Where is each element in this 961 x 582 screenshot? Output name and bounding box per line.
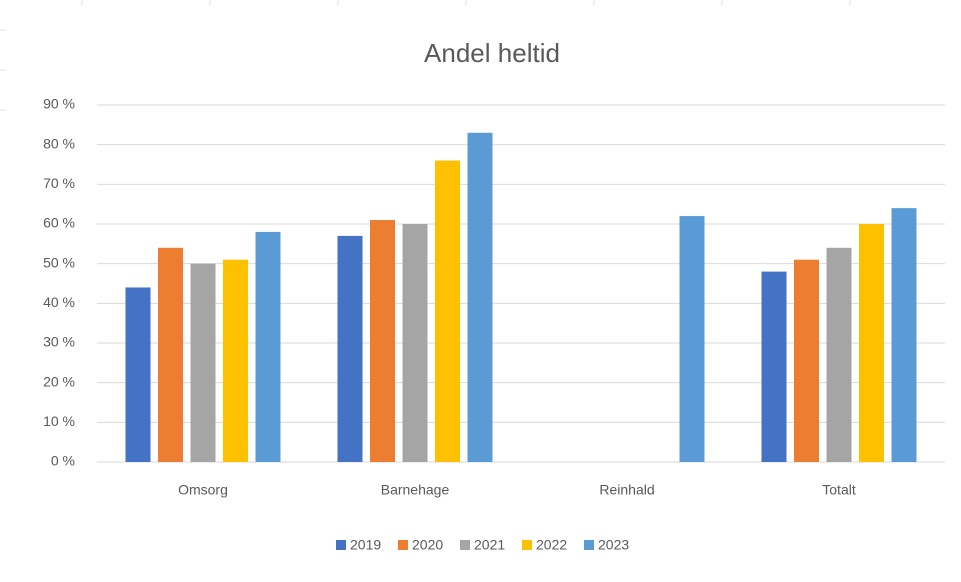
legend-swatch [584,540,594,550]
y-tick-label: 90 % [43,96,75,112]
y-tick-label: 80 % [43,135,75,151]
legend-swatch [336,540,346,550]
legend-swatch [398,540,408,550]
bar [125,287,151,462]
legend-swatch [460,540,470,550]
bar [859,224,884,462]
sheet-lines [0,0,851,111]
x-tick-label: Barnehage [381,482,450,498]
y-tick-label: 20 % [43,373,75,389]
y-tick-label: 30 % [43,334,75,350]
bar [891,208,917,462]
bar [223,259,248,462]
bar [794,259,819,462]
bar [158,247,183,462]
bar [370,220,395,462]
legend-label: 2020 [412,537,443,553]
legend-label: 2023 [598,537,629,553]
bar [679,216,705,462]
y-tick-label: 50 % [43,254,75,270]
y-tick-label: 0 % [51,453,75,469]
bar [337,235,363,462]
y-tick-label: 60 % [43,215,75,231]
legend-label: 2019 [350,537,381,553]
bar [402,224,428,462]
bar [190,263,216,462]
bar [761,271,787,462]
bar [467,132,493,462]
y-tick-label: 10 % [43,413,75,429]
x-tick-label: Reinhald [599,482,654,498]
legend-swatch [522,540,532,550]
y-tick-label: 40 % [43,294,75,310]
bar [255,231,281,462]
legend-label: 2021 [474,537,505,553]
x-tick-label: Totalt [822,482,856,498]
legend-label: 2022 [536,537,567,553]
bar [435,160,460,463]
bar [826,247,852,462]
chart-title: Andel heltid [424,38,560,68]
y-tick-label: 70 % [43,175,75,191]
x-tick-label: Omsorg [178,482,228,498]
